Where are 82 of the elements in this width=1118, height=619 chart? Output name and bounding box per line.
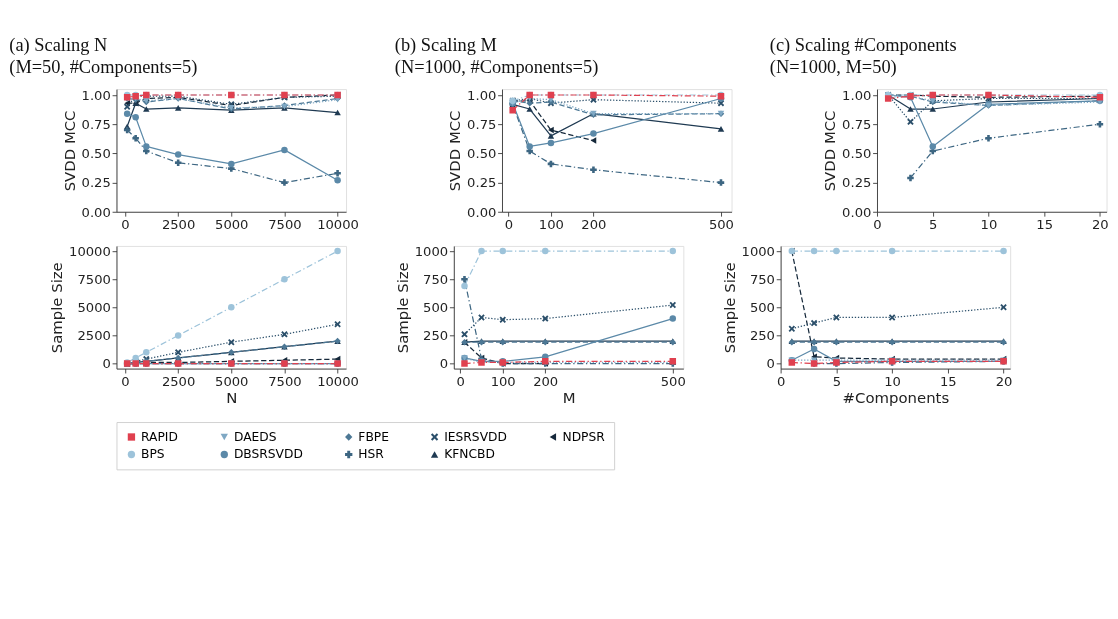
y-axis-title: Sample Size xyxy=(720,262,739,354)
legend-label: NDPSR xyxy=(562,429,606,444)
chart-subtitle: (N=1000, #Components=5) xyxy=(394,57,599,79)
x-tick-label: 20 xyxy=(995,373,1013,389)
y-tick-label: 0.50 xyxy=(81,146,111,162)
y-tick-label: 5000 xyxy=(77,300,111,316)
y-tick-label: 10000 xyxy=(69,243,111,259)
legend-label: DBSRSVDD xyxy=(233,447,303,462)
y-tick-label: 0 xyxy=(439,356,449,372)
y-tick-label: 750 xyxy=(423,272,449,288)
y-tick-label: 0 xyxy=(102,356,111,372)
x-tick-label: 7500 xyxy=(268,216,302,232)
x-tick-label: 5 xyxy=(929,216,938,232)
y-tick-label: 0.25 xyxy=(842,175,872,191)
legend-label: RAPID xyxy=(141,429,178,444)
y-tick-label: 1.00 xyxy=(81,87,111,103)
y-tick-label: 0.00 xyxy=(467,204,497,220)
y-tick-label: 0.00 xyxy=(81,204,111,220)
x-tick-label: 2500 xyxy=(161,373,196,389)
y-tick-label: 7500 xyxy=(77,272,111,288)
x-tick-label: 7500 xyxy=(268,373,302,389)
x-tick-label: 500 xyxy=(708,216,734,232)
y-tick-label: 0.00 xyxy=(842,204,872,220)
legend-label: IESRSVDD xyxy=(444,429,507,444)
x-tick-label: 10000 xyxy=(317,216,359,232)
x-tick-label: 20 xyxy=(1092,216,1109,232)
y-tick-label: 250 xyxy=(423,328,449,344)
y-tick-label: 0.75 xyxy=(467,117,497,133)
chart-subtitle: (M=50, #Components=5) xyxy=(9,57,198,79)
y-tick-label: 1000 xyxy=(741,243,775,259)
legend-label: DAEDS xyxy=(233,429,277,444)
chart-title: (a) Scaling N xyxy=(9,35,108,57)
y-tick-label: 0.75 xyxy=(81,117,111,133)
y-tick-label: 1.00 xyxy=(467,87,497,103)
x-tick-label: 0 xyxy=(776,373,786,389)
chart-subtitle: (N=1000, M=50) xyxy=(769,57,897,79)
y-tick-label: 0.25 xyxy=(81,175,111,191)
chart-title: (b) Scaling M xyxy=(394,35,497,57)
legend-label: KFNCBD xyxy=(444,447,495,462)
x-axis-title: #Components xyxy=(842,389,950,408)
x-tick-label: 10000 xyxy=(317,373,359,389)
x-tick-label: 200 xyxy=(533,373,559,389)
y-axis-title: SVDD MCC xyxy=(446,110,465,192)
x-axis-title: N xyxy=(226,389,238,408)
x-tick-label: 100 xyxy=(538,216,564,232)
x-tick-label: 500 xyxy=(660,373,686,389)
chart-title: (c) Scaling #Components xyxy=(769,35,957,57)
y-tick-label: 500 xyxy=(423,300,449,316)
y-tick-label: 500 xyxy=(749,300,775,316)
x-tick-label: 15 xyxy=(939,373,957,389)
y-tick-label: 1.00 xyxy=(842,87,872,103)
x-axis-title: M xyxy=(562,389,576,408)
y-tick-label: 250 xyxy=(749,328,775,344)
y-axis-title: Sample Size xyxy=(393,262,412,354)
y-axis-title: Sample Size xyxy=(48,262,67,354)
y-axis-title: SVDD MCC xyxy=(821,110,840,192)
x-tick-label: 0 xyxy=(873,216,882,232)
x-tick-label: 5000 xyxy=(215,216,249,232)
y-axis-title: SVDD MCC xyxy=(60,110,79,192)
y-tick-label: 1000 xyxy=(414,243,449,259)
legend-label: FBPE xyxy=(358,429,389,444)
x-tick-label: 200 xyxy=(581,216,607,232)
x-tick-label: 5 xyxy=(832,373,842,389)
x-tick-label: 0 xyxy=(121,373,130,389)
y-tick-label: 0.50 xyxy=(467,146,497,162)
x-tick-label: 0 xyxy=(456,373,465,389)
x-tick-label: 15 xyxy=(1036,216,1053,232)
y-tick-label: 0.25 xyxy=(467,175,497,191)
x-tick-label: 100 xyxy=(490,373,516,389)
x-tick-label: 0 xyxy=(504,216,514,232)
x-tick-label: 10 xyxy=(884,373,901,389)
legend-label: BPS xyxy=(141,447,165,462)
y-tick-label: 0.50 xyxy=(842,146,872,162)
x-tick-label: 0 xyxy=(121,216,130,232)
x-tick-label: 5000 xyxy=(215,373,249,389)
y-tick-label: 0.75 xyxy=(842,117,872,133)
x-tick-label: 2500 xyxy=(161,216,196,232)
x-tick-label: 10 xyxy=(980,216,998,232)
y-tick-label: 2500 xyxy=(77,328,111,344)
y-tick-label: 750 xyxy=(749,272,775,288)
legend-label: HSR xyxy=(358,447,385,462)
y-tick-label: 0 xyxy=(766,356,775,372)
